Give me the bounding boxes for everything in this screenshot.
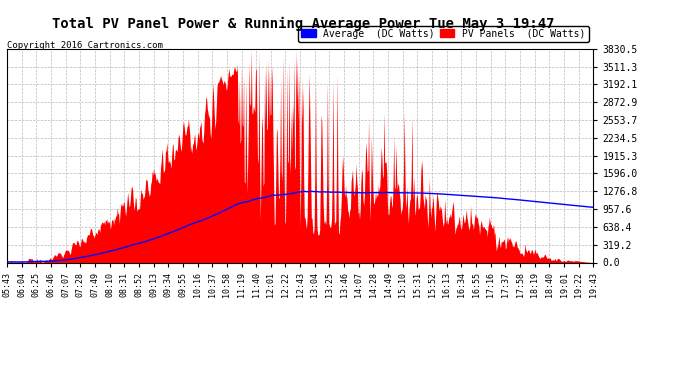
Text: Copyright 2016 Cartronics.com: Copyright 2016 Cartronics.com	[7, 41, 163, 50]
Legend: Average  (DC Watts), PV Panels  (DC Watts): Average (DC Watts), PV Panels (DC Watts)	[298, 26, 589, 42]
Text: Total PV Panel Power & Running Average Power Tue May 3 19:47: Total PV Panel Power & Running Average P…	[52, 17, 555, 31]
